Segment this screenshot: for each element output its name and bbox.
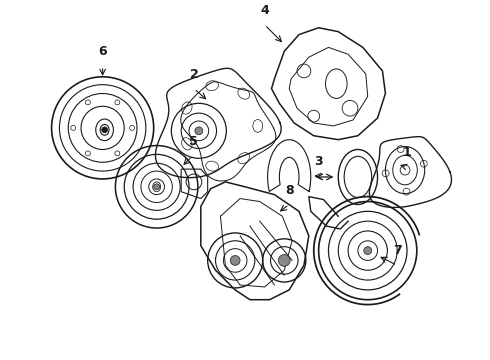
Circle shape [195, 127, 203, 135]
Circle shape [154, 184, 160, 190]
Circle shape [101, 127, 107, 133]
Circle shape [278, 255, 290, 266]
Text: 6: 6 [98, 45, 107, 58]
Text: 4: 4 [260, 4, 269, 17]
Circle shape [230, 256, 240, 265]
Text: 5: 5 [189, 135, 197, 148]
Text: 3: 3 [314, 155, 323, 168]
Text: 8: 8 [285, 184, 294, 197]
Text: 1: 1 [403, 146, 412, 159]
Text: 7: 7 [393, 244, 402, 257]
Text: 2: 2 [190, 68, 198, 81]
Circle shape [364, 247, 371, 255]
